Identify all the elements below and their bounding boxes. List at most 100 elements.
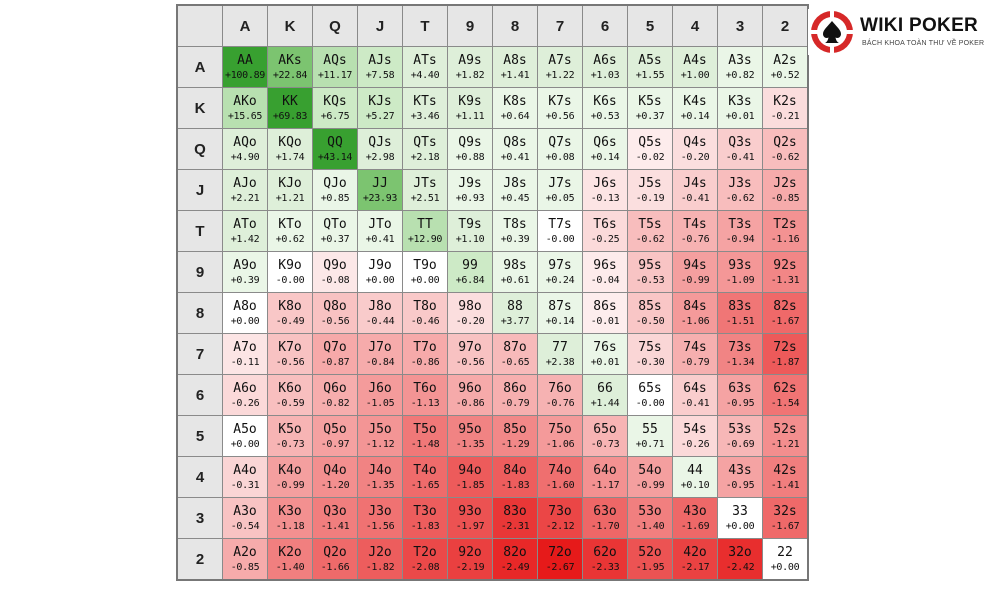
hand-cell: K4s +0.14 [672,87,718,129]
hand-ev-value: -0.62 [725,192,755,204]
hand-cell: 87o -0.65 [492,333,538,375]
hand-cell: K7s +0.56 [537,87,583,129]
hand-cell: 97s +0.24 [537,251,583,293]
hand-ev-value: -0.26 [680,438,710,450]
hand-cell: KQo +1.74 [267,128,313,170]
hand-cell: QTs +2.18 [402,128,448,170]
hand-label: A2s [773,52,797,68]
hand-label: Q3o [323,503,347,519]
hand-cell: 54s -0.26 [672,415,718,457]
hand-cell: 83o -2.31 [492,497,538,539]
hand-label: 72o [548,544,572,560]
hand-label: A6s [593,52,617,68]
hand-cell: K9s +1.11 [447,87,493,129]
hand-ev-value: -1.82 [365,561,395,573]
hand-label: K9s [458,93,482,109]
hand-cell: T4s -0.76 [672,210,718,252]
grid-corner [176,4,223,47]
hand-ev-value: -0.30 [635,356,665,368]
hand-cell: Q2s -0.62 [762,128,809,170]
hand-cell: KJo +1.21 [267,169,313,211]
column-header: 4 [672,4,718,47]
hand-ev-value: -1.69 [680,520,710,532]
hand-label: K7s [548,93,572,109]
hand-label: 87s [548,298,572,314]
hand-label: 62o [593,544,617,560]
hand-ev-value: -0.56 [320,315,350,327]
hand-cell: A5s +1.55 [627,46,673,88]
hand-ev-value: +0.00 [230,438,260,450]
hand-ev-value: -1.83 [500,479,530,491]
hand-label: Q9s [458,134,482,150]
hand-label: AKo [233,93,257,109]
hand-ev-value: -1.12 [365,438,395,450]
hand-cell: Q5s -0.02 [627,128,673,170]
hand-cell: J7o -0.84 [357,333,403,375]
hand-cell: A4o -0.31 [222,456,268,498]
hand-cell: A9o +0.39 [222,251,268,293]
hand-label: 42o [683,544,707,560]
hand-ev-value: -1.29 [500,438,530,450]
hand-cell: K2o -1.40 [267,538,313,581]
hand-ev-value: +1.22 [545,69,575,81]
hand-label: 64o [593,462,617,478]
hand-cell: 53o -1.40 [627,497,673,539]
hand-ev-value: +2.51 [410,192,440,204]
row-header: 2 [176,538,223,581]
hand-cell: 86s -0.01 [582,292,628,334]
brand-subtitle: BÁCH KHOA TOÀN THƯ VỀ POKER [862,40,985,47]
hand-cell: 72o -2.67 [537,538,583,581]
hand-label: K6s [593,93,617,109]
hand-ev-value: -1.40 [635,520,665,532]
hand-cell: Q5o -0.97 [312,415,358,457]
column-header: 3 [717,4,763,47]
hand-label: 84s [683,298,707,314]
hand-ev-value: -0.79 [680,356,710,368]
hand-cell: 63o -1.70 [582,497,628,539]
hand-label: 73s [728,339,752,355]
hand-cell: 96s -0.04 [582,251,628,293]
hand-ev-value: -1.13 [410,397,440,409]
hand-ev-value: -1.05 [365,397,395,409]
hand-cell: Q4s -0.20 [672,128,718,170]
hand-ev-value: -0.25 [590,233,620,245]
hand-label: T2o [413,544,437,560]
hand-cell: J9s +0.93 [447,169,493,211]
hand-ev-value: +0.00 [365,274,395,286]
hand-label: 54s [683,421,707,437]
hand-ev-value: +0.71 [635,438,665,450]
hand-cell: KJs +5.27 [357,87,403,129]
hand-ev-value: +1.42 [230,233,260,245]
poker-chip-spade-icon [811,11,853,53]
hand-cell: J5o -1.12 [357,415,403,457]
hand-ev-value: -1.17 [590,479,620,491]
hand-label: J4o [368,462,392,478]
hand-label: JJ [372,175,388,191]
hand-ev-value: -1.67 [770,315,800,327]
hand-cell: 93s -1.09 [717,251,763,293]
hand-ev-value: +15.65 [227,110,263,122]
hand-label: AJo [233,175,257,191]
hand-ev-value: -0.26 [230,397,260,409]
hand-ev-value: +1.41 [500,69,530,81]
hand-label: 94s [683,257,707,273]
hand-label: 62s [773,380,797,396]
hand-cell: J7s +0.05 [537,169,583,211]
hand-label: T3s [728,216,752,232]
hand-ev-value: +1.10 [455,233,485,245]
hand-cell: 73o -2.12 [537,497,583,539]
hand-cell: QTo +0.37 [312,210,358,252]
hand-cell: T2o -2.08 [402,538,448,581]
hand-ev-value: -1.95 [635,561,665,573]
hand-cell: J9o +0.00 [357,251,403,293]
hand-label: J8s [503,175,527,191]
hand-label: 63o [593,503,617,519]
hand-label: 43o [683,503,707,519]
hand-label: KJo [278,175,302,191]
hand-label: KQs [323,93,347,109]
hand-ev-value: -1.41 [320,520,350,532]
hand-ev-value: -0.62 [770,151,800,163]
hand-ev-value: -1.20 [320,479,350,491]
hand-ev-value: -0.69 [725,438,755,450]
hand-label: Q8s [503,134,527,150]
